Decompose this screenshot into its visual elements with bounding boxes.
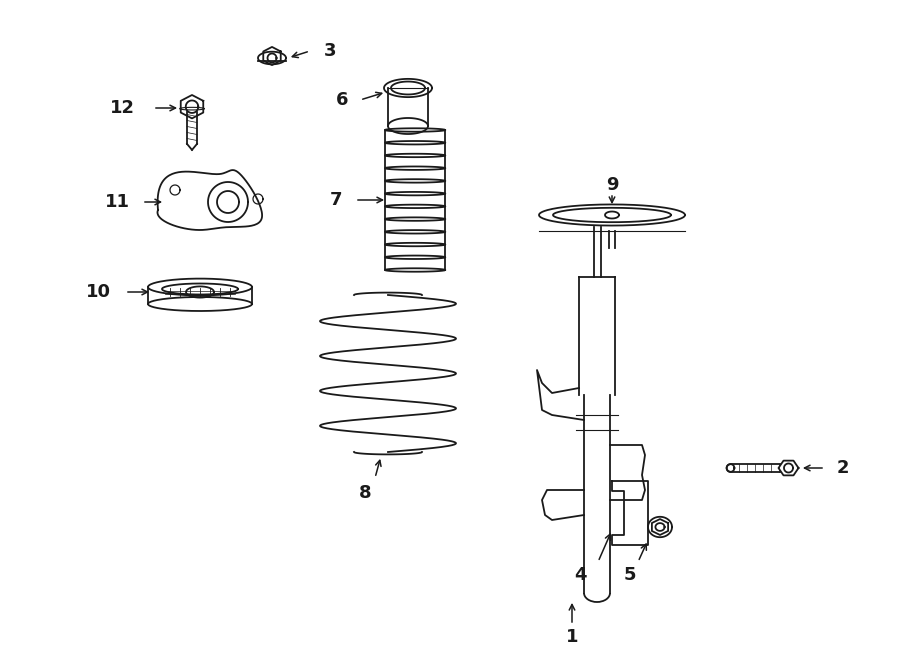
Text: 12: 12 xyxy=(110,99,134,117)
Text: 9: 9 xyxy=(606,176,618,194)
Text: 8: 8 xyxy=(359,484,372,502)
Text: 10: 10 xyxy=(86,283,111,301)
Text: 4: 4 xyxy=(574,566,586,584)
Text: 3: 3 xyxy=(324,42,337,60)
Text: 5: 5 xyxy=(624,566,636,584)
Text: 2: 2 xyxy=(837,459,850,477)
Text: 1: 1 xyxy=(566,628,578,646)
Text: 7: 7 xyxy=(329,191,342,209)
Text: 11: 11 xyxy=(104,193,130,211)
Text: 6: 6 xyxy=(336,91,348,109)
